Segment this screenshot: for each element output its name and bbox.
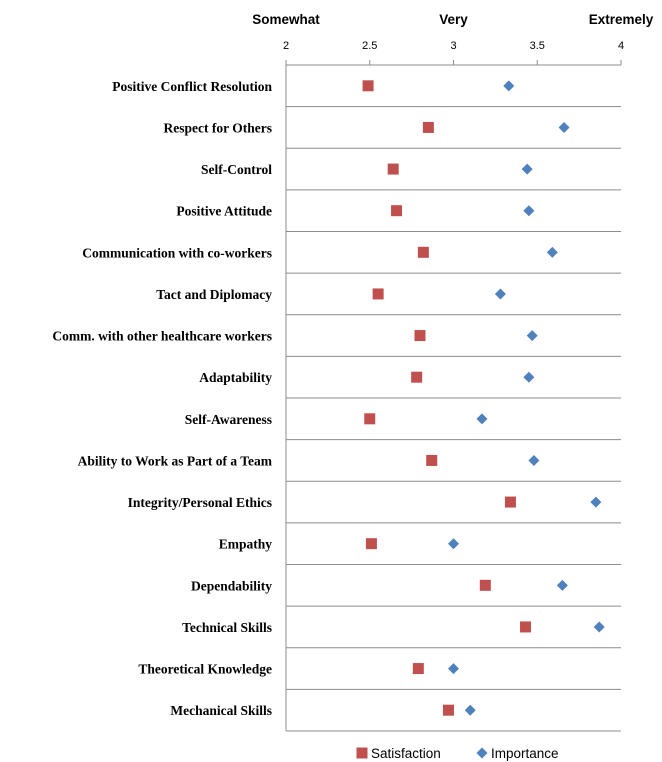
category-label: Ability to Work as Part of a Team: [78, 453, 273, 468]
importance-point: [558, 121, 570, 133]
importance-point: [526, 330, 538, 342]
importance-point: [593, 621, 605, 633]
x-tick-label: 3.5: [530, 40, 545, 52]
satisfaction-point: [411, 371, 423, 383]
data-marks: [362, 80, 605, 716]
x-tick-label: 2: [283, 40, 289, 52]
satisfaction-point: [479, 579, 491, 591]
satisfaction-legend-marker: [356, 747, 368, 759]
legend: Satisfaction Importance: [356, 746, 559, 761]
importance-legend-marker: [476, 747, 488, 759]
importance-point: [546, 246, 558, 258]
importance-point: [503, 80, 515, 92]
category-label: Empathy: [219, 537, 273, 552]
importance-point: [523, 205, 535, 217]
category-label: Integrity/Personal Ethics: [128, 495, 272, 510]
x-tick-label: 2.5: [362, 40, 377, 52]
category-label: Dependability: [191, 578, 272, 593]
category-label: Comm. with other healthcare workers: [52, 329, 272, 344]
category-label: Respect for Others: [164, 120, 272, 135]
satisfaction-point: [520, 621, 532, 633]
category-label: Mechanical Skills: [170, 703, 272, 718]
satisfaction-point: [391, 205, 403, 217]
importance-point: [521, 163, 533, 175]
qualitative-axis-label: Somewhat: [252, 12, 320, 27]
axis: 2 2.5 3 3.5 4 Somewhat Very Extremely: [252, 12, 654, 731]
importance-point: [476, 413, 488, 425]
category-label: Self-Awareness: [185, 412, 272, 427]
satisfaction-point: [387, 163, 399, 175]
importance-point: [464, 704, 476, 716]
gridlines: [286, 64, 621, 732]
category-label: Adaptability: [199, 370, 272, 385]
category-label: Positive Conflict Resolution: [112, 79, 272, 94]
satisfaction-point: [417, 246, 429, 258]
category-label: Tact and Diplomacy: [156, 287, 272, 302]
importance-point: [528, 454, 540, 466]
category-label: Communication with co-workers: [82, 245, 272, 260]
satisfaction-point: [412, 663, 424, 675]
satisfaction-point: [362, 80, 374, 92]
satisfaction-point: [364, 413, 376, 425]
satisfaction-point: [426, 454, 438, 466]
importance-point: [523, 371, 535, 383]
satisfaction-point: [442, 704, 454, 716]
category-label: Technical Skills: [182, 620, 272, 635]
qualitative-axis-label: Extremely: [589, 12, 654, 27]
x-tick-label: 4: [618, 40, 624, 52]
category-labels: Positive Conflict Resolution Respect for …: [52, 79, 272, 718]
satisfaction-point: [422, 121, 434, 133]
importance-point: [590, 496, 602, 508]
satisfaction-legend-label: Satisfaction: [371, 746, 441, 761]
importance-point: [448, 663, 459, 675]
importance-point: [556, 579, 568, 591]
importance-legend-label: Importance: [491, 746, 559, 761]
satisfaction-point: [504, 496, 516, 508]
satisfaction-point: [414, 330, 426, 342]
qualitative-axis-label: Very: [439, 12, 468, 27]
category-label: Positive Attitude: [176, 204, 272, 219]
category-label: Self-Control: [201, 162, 272, 177]
satisfaction-point: [372, 288, 384, 300]
importance-point: [448, 538, 459, 550]
category-label: Theoretical Knowledge: [138, 662, 272, 677]
importance-point: [494, 288, 506, 300]
x-tick-label: 3: [450, 40, 456, 52]
satisfaction-point: [365, 538, 377, 550]
